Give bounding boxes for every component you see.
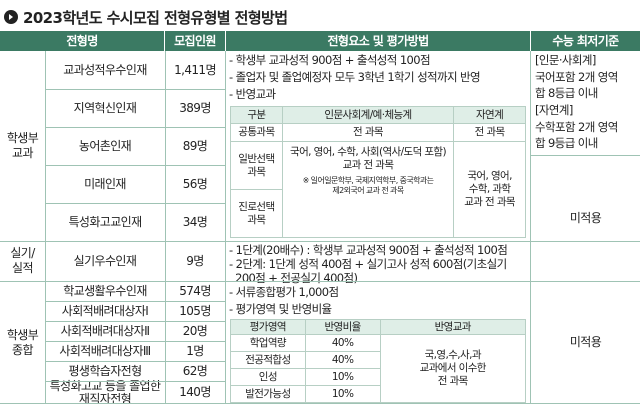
subject-label: 일반선택 과목 [230, 141, 283, 190]
program-name: 특성화고교인재 [68, 214, 142, 229]
method-bullet: - 2단계: 1단계 성적 400점 + 실기고사 성적 600점(기초실기 [229, 257, 507, 271]
program-count: 1명 [186, 343, 204, 358]
area-name: 인성 [230, 368, 306, 386]
program-name: 학교생활우수인재 [63, 283, 147, 298]
method-bullet: - 학생부 교과성적 900점 + 출석성적 100점 [229, 53, 431, 67]
admission-table: 전형명 모집인원 전형요소 및 평가방법 수능 최저기준 학생부 교과 실기/ … [0, 31, 640, 404]
area-pct: 40% [304, 334, 381, 352]
program-count: 34명 [182, 214, 208, 229]
min-not-applied: 미적용 [569, 335, 602, 349]
area-name: 전공적합성 [230, 351, 306, 369]
divider [45, 381, 225, 382]
area-pct: 10% [304, 385, 381, 403]
program-name: 사회적배려대상자Ⅰ [61, 303, 149, 318]
header-min: 수능 최저기준 [531, 31, 640, 51]
group-label: 학생부 교과 [6, 131, 39, 160]
area-table: 평가영역 반영비율 반영교과 학업역량 40% 국,영,수,사,과 교과에서 이… [230, 319, 527, 403]
program-name: 사회적배려대상자Ⅲ [59, 343, 151, 358]
min-requirement: [인문·사회계] 국어포함 2개 영역 합 8등급 이내 [자연계] 수학포함 … [535, 53, 618, 151]
divider [225, 51, 226, 404]
method-bullet: - 서류종합평가 1,000점 [229, 285, 339, 299]
divider [45, 89, 225, 90]
subject-text: 국어, 영어, 수학, 사회(역사/도덕 포함) 교과 전 과목 [290, 146, 447, 172]
area-subjects: 국,영,수,사,과 교과에서 이수한 전 과목 [379, 334, 527, 403]
subject-th: 자연계 [453, 106, 526, 124]
program-count: 9명 [186, 253, 204, 268]
group-label: 학생부 종합 [6, 327, 39, 357]
program-count: 389명 [179, 100, 211, 115]
divider [45, 301, 225, 302]
header-method: 전형요소 및 평가방법 [226, 31, 530, 51]
program-count: 56명 [182, 176, 208, 191]
divider [45, 165, 225, 166]
area-pct: 10% [304, 368, 381, 386]
program-name: 사회적배려대상자Ⅱ [60, 323, 150, 338]
program-name: 지역혁신인재 [73, 100, 137, 115]
program-count: 140명 [179, 385, 211, 399]
program-name: 실기우수인재 [73, 253, 137, 268]
arrow-circle-icon [4, 10, 18, 24]
group-label: 실기/ 실적 [10, 246, 35, 275]
area-th: 평가영역 [230, 319, 306, 335]
divider [0, 281, 640, 282]
program-count: 20명 [182, 323, 208, 338]
subject-cell-natural: 국어, 영어, 수학, 과학 교과 전 과목 [453, 141, 526, 238]
program-name: 특성화고교 등을 졸업한 재직자전형 [49, 378, 161, 404]
page-title-text: 2023학년도 수시모집 전형유형별 전형방법 [23, 8, 288, 27]
divider [0, 241, 640, 242]
program-name: 미래인재 [84, 176, 126, 191]
divider [165, 51, 166, 404]
method-bullet: - 반영교과 [229, 87, 276, 101]
min-not-applied: 미적용 [569, 210, 602, 225]
method-bullet: - 졸업자 및 졸업예정자 모두 3학년 1학기 성적까지 반영 [229, 70, 481, 84]
program-name: 교과성적우수인재 [63, 62, 147, 77]
program-count: 62명 [182, 363, 208, 378]
divider [530, 51, 531, 404]
program-count: 1,411명 [174, 62, 216, 77]
area-pct: 40% [304, 351, 381, 369]
divider [45, 203, 225, 204]
area-name: 학업역량 [230, 334, 306, 352]
program-name: 농어촌인재 [78, 138, 132, 153]
program-count: 105명 [179, 303, 211, 318]
area-name: 발전가능성 [230, 385, 306, 403]
area-th: 반영교과 [379, 319, 527, 335]
subject-cell-general: 국어, 영어, 수학, 사회(역사/도덕 포함) 교과 전 과목 ※ 일어일문학… [281, 141, 455, 238]
divider [45, 341, 225, 342]
subject-label: 공통과목 [230, 123, 283, 142]
program-name: 평생학습자전형 [68, 363, 142, 378]
divider [45, 321, 225, 322]
method-bullet: - 평가영역 및 반영비율 [229, 302, 332, 316]
subject-label: 진로선택 과목 [230, 189, 283, 238]
program-count: 89명 [182, 138, 208, 153]
method-bullet: - 1단계(20배수) : 학생부 교과성적 900점 + 출석성적 100점 [229, 243, 508, 257]
header-count: 모집인원 [165, 31, 225, 51]
area-th: 반영비율 [304, 319, 381, 335]
subject-cell: 전 과목 [453, 123, 526, 142]
divider [45, 127, 225, 128]
divider [45, 51, 46, 404]
subject-note: ※ 일어일문학부, 국제지역학부, 중국학과는 제2외국어 교과 전 과목 [302, 176, 434, 195]
subject-th: 인문사회계/예·체능계 [281, 106, 455, 124]
page-title: 2023학년도 수시모집 전형유형별 전형방법 [4, 5, 288, 29]
program-count: 574명 [179, 283, 211, 298]
divider [45, 361, 225, 362]
divider [531, 155, 640, 156]
subject-th: 구분 [230, 106, 283, 124]
subject-table: 구분 인문사회계/예·체능계 자연계 공통과목 전 과목 전 과목 일반선택 과… [230, 106, 526, 238]
header-type: 전형명 [0, 31, 164, 51]
subject-cell: 전 과목 [281, 123, 455, 142]
